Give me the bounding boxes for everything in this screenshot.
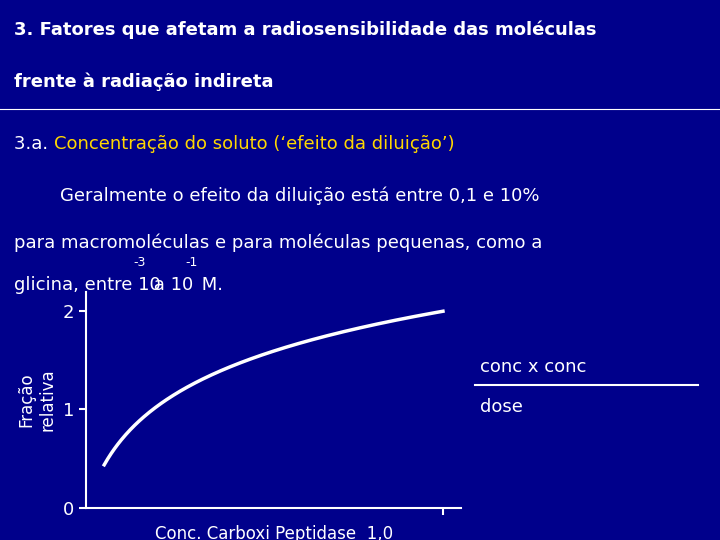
Text: -1: -1 — [186, 256, 198, 269]
Text: 3.a.: 3.a. — [14, 135, 54, 153]
X-axis label: Conc. Carboxi Peptidase  1,0: Conc. Carboxi Peptidase 1,0 — [155, 525, 392, 540]
Text: 3. Fatores que afetam a radiosensibilidade das moléculas: 3. Fatores que afetam a radiosensibilida… — [14, 21, 597, 39]
Text: Geralmente o efeito da diluição está entre 0,1 e 10%: Geralmente o efeito da diluição está ent… — [14, 187, 540, 205]
Text: dose: dose — [480, 399, 523, 416]
Text: para macromoléculas e para moléculas pequenas, como a: para macromoléculas e para moléculas peq… — [14, 233, 543, 252]
Y-axis label: Fração
relativa: Fração relativa — [17, 368, 56, 431]
Text: glicina, entre 10: glicina, entre 10 — [14, 276, 161, 294]
Text: frente à radiação indireta: frente à radiação indireta — [14, 72, 274, 91]
Text: Concentração do soluto (‘efeito da diluição’): Concentração do soluto (‘efeito da dilui… — [54, 135, 454, 153]
Text: M.: M. — [196, 276, 223, 294]
Text: conc x conc: conc x conc — [480, 357, 586, 376]
Text: -3: -3 — [133, 256, 145, 269]
Text: a 10: a 10 — [148, 276, 193, 294]
